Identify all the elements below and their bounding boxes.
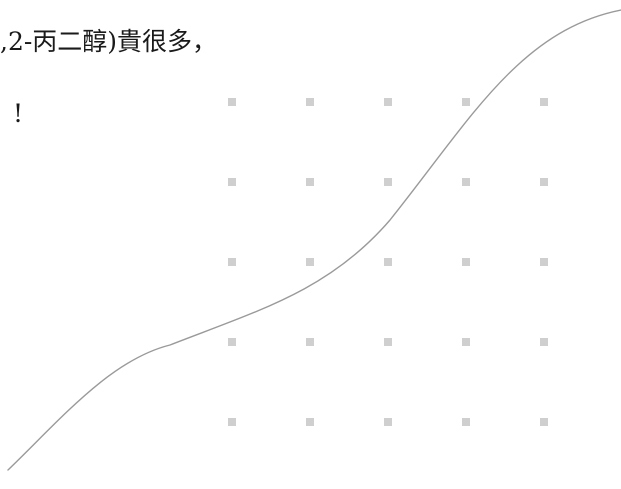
decorative-dot [306, 338, 314, 346]
decorative-dot [384, 178, 392, 186]
decorative-dot [540, 258, 548, 266]
decorative-dot [228, 178, 236, 186]
decorative-dot [540, 98, 548, 106]
decorative-dot [384, 338, 392, 346]
body-text-line-2: ! [13, 99, 24, 128]
decorative-dot [306, 178, 314, 186]
decorative-curve-line [7, 9, 621, 471]
decorative-dot [462, 178, 470, 186]
decorative-dot [540, 338, 548, 346]
decorative-dot-grid [228, 98, 548, 426]
decorative-dot [228, 258, 236, 266]
decorative-dot [462, 258, 470, 266]
decorative-dot [384, 418, 392, 426]
decorative-dot [462, 338, 470, 346]
decorative-dot [384, 258, 392, 266]
decorative-dot [228, 338, 236, 346]
decorative-dot [228, 418, 236, 426]
decorative-dot [540, 178, 548, 186]
decorative-dot [384, 98, 392, 106]
body-text-line-1: ,2-丙二醇)貴很多， [0, 27, 218, 56]
decorative-dot [306, 258, 314, 266]
decorative-dot [462, 418, 470, 426]
decorative-dot [306, 418, 314, 426]
decorative-dot [306, 98, 314, 106]
decorative-dot [462, 98, 470, 106]
decorative-dot [228, 98, 236, 106]
decorative-dot [540, 418, 548, 426]
